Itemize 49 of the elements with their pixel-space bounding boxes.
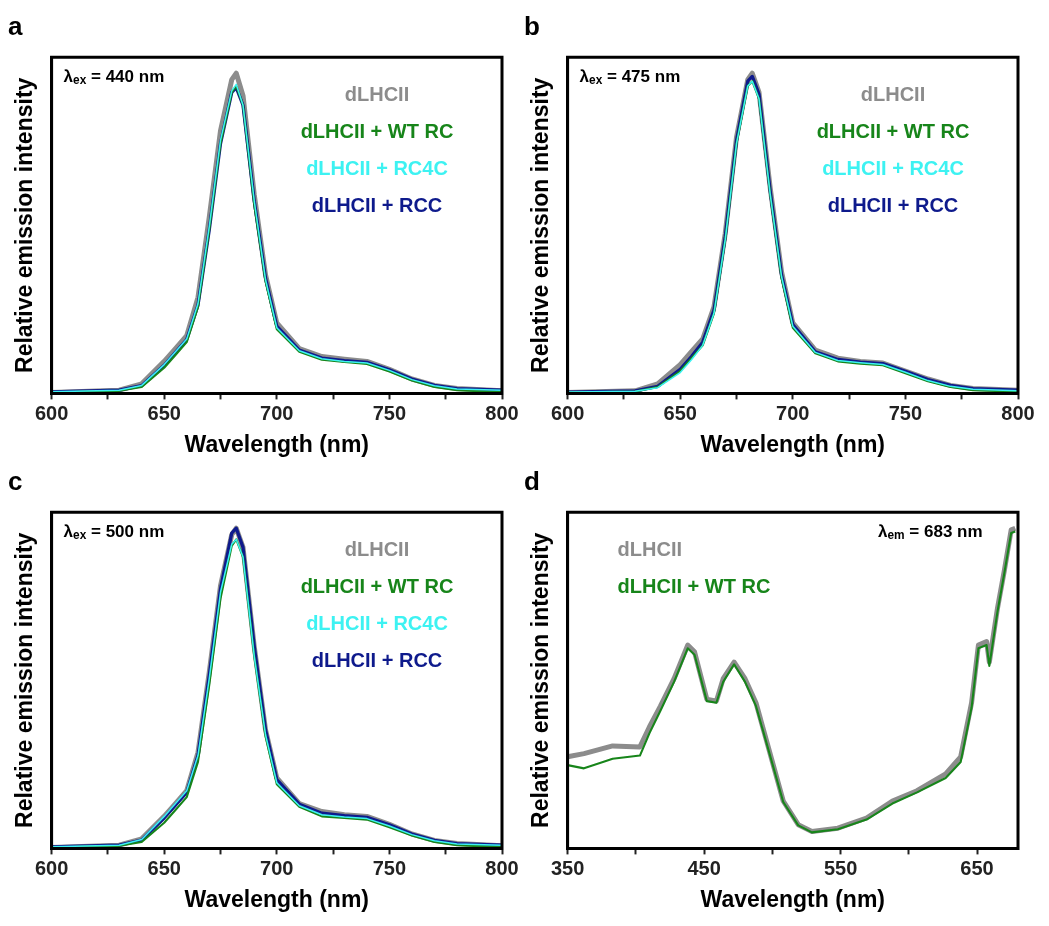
x-tick-label: 800 [1001,401,1035,424]
text: dLHCII + WT RC [816,119,970,142]
x-tick-label: 700 [776,401,810,424]
text: dLHCII + RC4C [306,156,448,179]
x-tick-label: 450 [687,856,721,879]
chart-title: d [524,465,540,496]
text: dLHCII + RCC [827,193,959,216]
annotation: λem = 683 nm [878,522,983,542]
x-tick-label: 600 [34,856,69,879]
x-tick-label: 750 [372,856,407,879]
text: dLHCII + WT RC [617,574,771,597]
x-tick-label: 650 [663,401,697,424]
chart-title: a [8,10,23,41]
x-tick-label: 650 [147,401,181,424]
chart-title: b [524,10,540,41]
x-axis-title: Wavelength (nm) [184,430,370,457]
x-tick-label: 550 [823,856,858,879]
x-tick-label: 800 [485,401,519,424]
y-axis-title: Relative emission intensity [11,77,38,373]
text: dLHCII + RCC [311,193,443,216]
x-tick-label: 650 [147,856,181,879]
x-axis-title: Wavelength (nm) [700,885,886,912]
text: dLHCII + RC4C [306,611,448,634]
text: dLHCII [860,82,926,105]
x-tick-label: 600 [34,401,69,424]
text: dLHCII [344,537,410,560]
x-axis-title: Wavelength (nm) [184,885,370,912]
x-tick-label: 600 [550,401,585,424]
x-tick-label: 750 [888,401,923,424]
y-axis-title: Relative emission intensity [527,532,554,828]
annotation: λex = 475 nm [579,67,681,87]
text: dLHCII + RC4C [822,156,964,179]
text: dLHCII [617,537,683,560]
x-axis-title: Wavelength (nm) [700,430,886,457]
x-tick-label: 750 [372,401,407,424]
x-tick-label: 650 [960,856,994,879]
y-axis-title: Relative emission intensity [527,77,554,373]
text: dLHCII + WT RC [300,574,454,597]
y-axis-title: Relative emission intensity [11,532,38,828]
x-tick-label: 700 [260,856,294,879]
chart-title: c [8,465,23,496]
x-tick-label: 700 [260,401,294,424]
annotation: λex = 440 nm [63,67,165,87]
x-tick-label: 350 [550,856,585,879]
x-tick-label: 800 [485,856,519,879]
annotation: λex = 500 nm [63,522,165,542]
text: dLHCII + WT RC [300,119,454,142]
text: dLHCII [344,82,410,105]
text: dLHCII + RCC [311,648,443,671]
